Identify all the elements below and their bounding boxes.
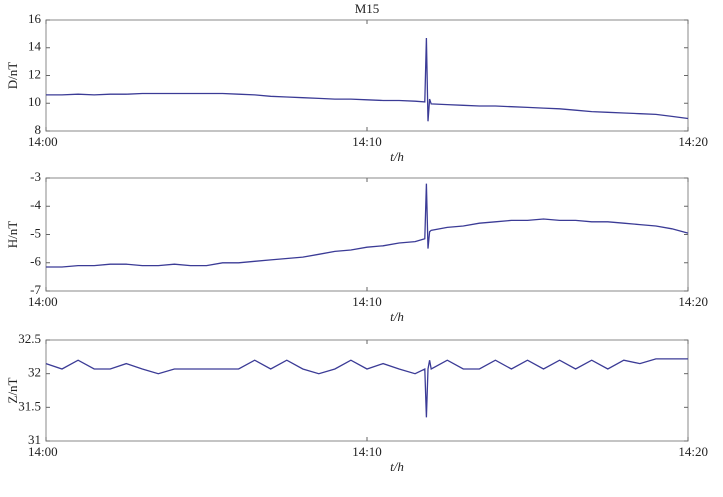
x-tick-label: 14:10: [352, 134, 382, 149]
plot-frame: [45, 339, 689, 442]
y-tick-label: 32: [28, 365, 41, 380]
x-tick-label: 14:10: [352, 294, 382, 309]
y-axis-label: Z/nT: [5, 377, 20, 403]
x-tick-label: 14:10: [352, 444, 382, 459]
y-axis-label: D/nT: [5, 62, 20, 90]
y-tick-label: 31: [28, 432, 41, 447]
y-tick-label: 32.5: [18, 331, 41, 346]
y-tick-label: -6: [30, 254, 41, 269]
data-line: [45, 358, 688, 418]
y-tick-label: -3: [30, 169, 41, 184]
y-tick-label: 10: [28, 94, 41, 109]
y-tick-label: 12: [28, 66, 41, 81]
y-tick-label: -5: [30, 225, 41, 240]
chart-title: M15: [355, 1, 380, 16]
y-tick-label: 31.5: [18, 398, 41, 413]
y-tick-label: 8: [35, 122, 42, 137]
x-tick-label: 14:00: [28, 294, 58, 309]
data-line: [46, 183, 689, 268]
y-tick-label: -7: [30, 282, 41, 297]
x-axis-label: t/h: [390, 459, 404, 474]
plot-frame: [45, 177, 689, 292]
y-axis-label: H/nT: [5, 221, 20, 249]
x-axis-label: t/h: [390, 149, 404, 164]
x-tick-label: 14:00: [28, 444, 58, 459]
data-line: [46, 37, 689, 122]
x-tick-label: 14:00: [28, 134, 58, 149]
y-tick-label: 14: [28, 39, 42, 54]
y-tick-label: -4: [30, 197, 41, 212]
x-tick-label: 14:20: [678, 134, 708, 149]
y-tick-label: 16: [28, 11, 42, 26]
x-tick-label: 14:20: [678, 444, 708, 459]
x-tick-label: 14:20: [678, 294, 708, 309]
plot-frame: [45, 19, 689, 132]
x-axis-label: t/h: [390, 309, 404, 324]
